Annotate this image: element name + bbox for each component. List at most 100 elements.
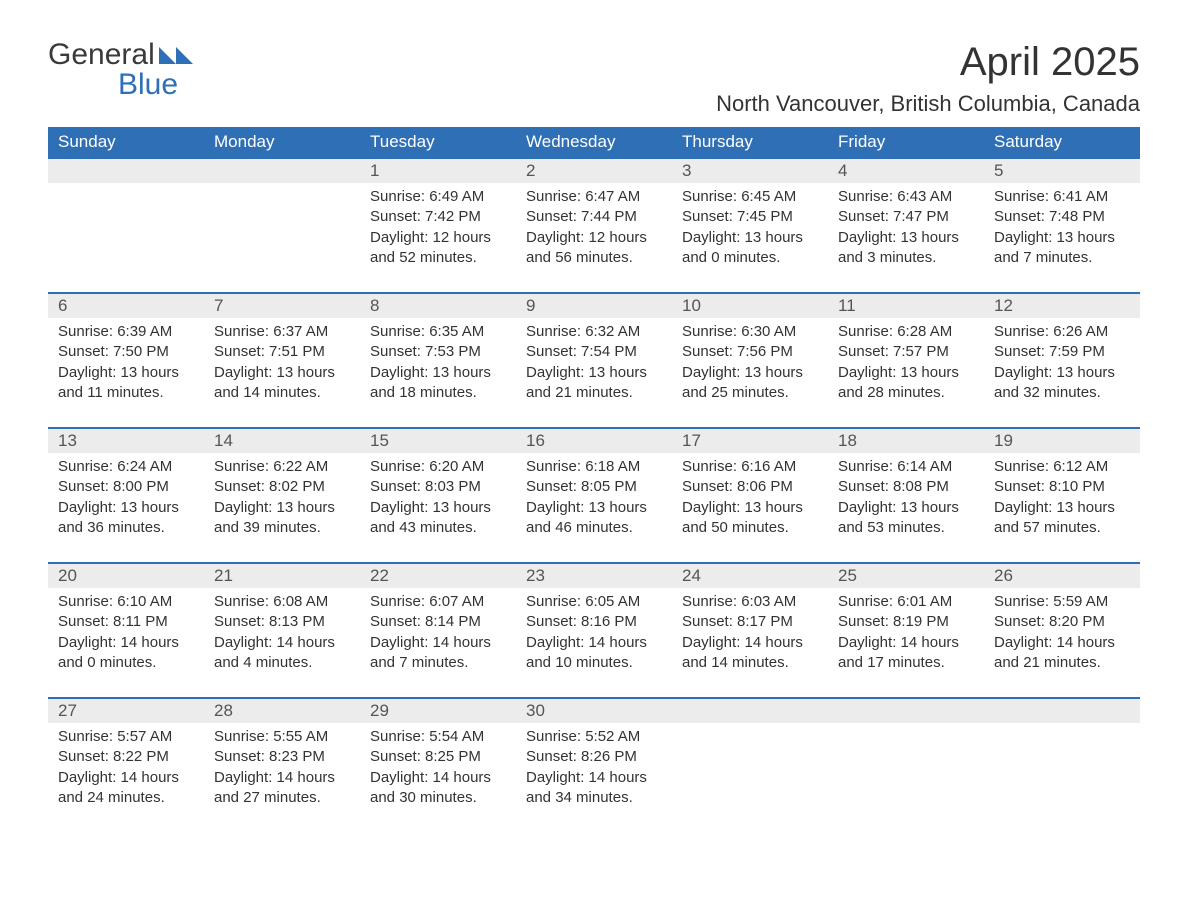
- day-day1: Daylight: 14 hours: [370, 768, 506, 788]
- day-sunset: Sunset: 8:16 PM: [526, 612, 662, 632]
- day-sunset: Sunset: 8:10 PM: [994, 477, 1130, 497]
- day-sunset: Sunset: 7:44 PM: [526, 207, 662, 227]
- day-sunrise: Sunrise: 6:28 AM: [838, 322, 974, 342]
- page-title: April 2025: [716, 40, 1140, 85]
- day-sunrise: Sunrise: 6:16 AM: [682, 457, 818, 477]
- day-data-cell: Sunrise: 6:10 AMSunset: 8:11 PMDaylight:…: [48, 588, 204, 698]
- day-day2: and 32 minutes.: [994, 383, 1130, 403]
- day-day2: and 3 minutes.: [838, 248, 974, 268]
- day-sunset: Sunset: 8:13 PM: [214, 612, 350, 632]
- day-day2: and 52 minutes.: [370, 248, 506, 268]
- weekday-header: Friday: [828, 127, 984, 158]
- day-number-cell: 10: [672, 293, 828, 318]
- day-day1: Daylight: 14 hours: [682, 633, 818, 653]
- day-data-cell: [204, 183, 360, 293]
- day-data-cell: [48, 183, 204, 293]
- day-sunrise: Sunrise: 6:08 AM: [214, 592, 350, 612]
- day-day1: Daylight: 13 hours: [838, 228, 974, 248]
- day-sunrise: Sunrise: 6:20 AM: [370, 457, 506, 477]
- day-day2: and 11 minutes.: [58, 383, 194, 403]
- day-number-cell: 13: [48, 428, 204, 453]
- day-number-cell: 4: [828, 158, 984, 183]
- day-number-cell: 12: [984, 293, 1140, 318]
- data-row: Sunrise: 5:57 AMSunset: 8:22 PMDaylight:…: [48, 723, 1140, 833]
- logo: General Blue: [48, 40, 193, 100]
- day-day1: Daylight: 13 hours: [994, 228, 1130, 248]
- day-day1: Daylight: 14 hours: [838, 633, 974, 653]
- day-sunset: Sunset: 8:02 PM: [214, 477, 350, 497]
- day-sunset: Sunset: 8:23 PM: [214, 747, 350, 767]
- day-day2: and 0 minutes.: [682, 248, 818, 268]
- day-sunset: Sunset: 8:14 PM: [370, 612, 506, 632]
- day-sunrise: Sunrise: 6:26 AM: [994, 322, 1130, 342]
- day-sunrise: Sunrise: 6:35 AM: [370, 322, 506, 342]
- day-day2: and 4 minutes.: [214, 653, 350, 673]
- day-number-cell: 9: [516, 293, 672, 318]
- day-data-cell: Sunrise: 6:43 AMSunset: 7:47 PMDaylight:…: [828, 183, 984, 293]
- day-sunrise: Sunrise: 6:05 AM: [526, 592, 662, 612]
- day-day2: and 30 minutes.: [370, 788, 506, 808]
- day-day2: and 25 minutes.: [682, 383, 818, 403]
- day-day2: and 21 minutes.: [526, 383, 662, 403]
- day-data-cell: [672, 723, 828, 833]
- day-number-cell: [828, 698, 984, 723]
- day-sunrise: Sunrise: 6:39 AM: [58, 322, 194, 342]
- day-data-cell: Sunrise: 6:12 AMSunset: 8:10 PMDaylight:…: [984, 453, 1140, 563]
- day-data-cell: Sunrise: 6:24 AMSunset: 8:00 PMDaylight:…: [48, 453, 204, 563]
- day-day2: and 28 minutes.: [838, 383, 974, 403]
- day-number-cell: [204, 158, 360, 183]
- day-day1: Daylight: 14 hours: [526, 768, 662, 788]
- day-sunrise: Sunrise: 6:49 AM: [370, 187, 506, 207]
- day-day2: and 0 minutes.: [58, 653, 194, 673]
- day-sunset: Sunset: 8:06 PM: [682, 477, 818, 497]
- day-number-cell: 11: [828, 293, 984, 318]
- day-number-cell: 2: [516, 158, 672, 183]
- day-sunset: Sunset: 8:05 PM: [526, 477, 662, 497]
- day-day1: Daylight: 13 hours: [838, 498, 974, 518]
- day-sunset: Sunset: 8:17 PM: [682, 612, 818, 632]
- day-day1: Daylight: 12 hours: [526, 228, 662, 248]
- day-day2: and 43 minutes.: [370, 518, 506, 538]
- day-sunset: Sunset: 8:08 PM: [838, 477, 974, 497]
- day-data-cell: Sunrise: 6:20 AMSunset: 8:03 PMDaylight:…: [360, 453, 516, 563]
- day-number-cell: 17: [672, 428, 828, 453]
- day-data-cell: Sunrise: 6:01 AMSunset: 8:19 PMDaylight:…: [828, 588, 984, 698]
- day-sunrise: Sunrise: 6:22 AM: [214, 457, 350, 477]
- day-number-cell: 1: [360, 158, 516, 183]
- day-sunset: Sunset: 7:51 PM: [214, 342, 350, 362]
- day-sunrise: Sunrise: 5:55 AM: [214, 727, 350, 747]
- day-day2: and 14 minutes.: [682, 653, 818, 673]
- day-number-cell: 29: [360, 698, 516, 723]
- data-row: Sunrise: 6:10 AMSunset: 8:11 PMDaylight:…: [48, 588, 1140, 698]
- day-number-cell: 20: [48, 563, 204, 588]
- day-number-cell: 23: [516, 563, 672, 588]
- day-day2: and 21 minutes.: [994, 653, 1130, 673]
- day-day2: and 53 minutes.: [838, 518, 974, 538]
- day-data-cell: Sunrise: 6:49 AMSunset: 7:42 PMDaylight:…: [360, 183, 516, 293]
- weekday-header: Tuesday: [360, 127, 516, 158]
- day-sunrise: Sunrise: 6:01 AM: [838, 592, 974, 612]
- day-data-cell: Sunrise: 6:14 AMSunset: 8:08 PMDaylight:…: [828, 453, 984, 563]
- header: General Blue April 2025 North Vancouver,…: [48, 40, 1140, 117]
- day-sunset: Sunset: 8:19 PM: [838, 612, 974, 632]
- day-data-cell: Sunrise: 5:59 AMSunset: 8:20 PMDaylight:…: [984, 588, 1140, 698]
- day-day1: Daylight: 12 hours: [370, 228, 506, 248]
- title-block: April 2025 North Vancouver, British Colu…: [716, 40, 1140, 117]
- day-sunset: Sunset: 7:56 PM: [682, 342, 818, 362]
- weekday-header: Thursday: [672, 127, 828, 158]
- day-data-cell: Sunrise: 6:32 AMSunset: 7:54 PMDaylight:…: [516, 318, 672, 428]
- day-sunset: Sunset: 8:25 PM: [370, 747, 506, 767]
- day-number-cell: [984, 698, 1140, 723]
- day-sunset: Sunset: 8:22 PM: [58, 747, 194, 767]
- day-data-cell: Sunrise: 6:41 AMSunset: 7:48 PMDaylight:…: [984, 183, 1140, 293]
- day-data-cell: Sunrise: 6:22 AMSunset: 8:02 PMDaylight:…: [204, 453, 360, 563]
- day-day2: and 24 minutes.: [58, 788, 194, 808]
- day-sunset: Sunset: 8:00 PM: [58, 477, 194, 497]
- day-data-cell: Sunrise: 6:05 AMSunset: 8:16 PMDaylight:…: [516, 588, 672, 698]
- daynum-row: 13141516171819: [48, 428, 1140, 453]
- day-day2: and 39 minutes.: [214, 518, 350, 538]
- day-number-cell: 5: [984, 158, 1140, 183]
- day-sunrise: Sunrise: 6:03 AM: [682, 592, 818, 612]
- weekday-header: Wednesday: [516, 127, 672, 158]
- day-day2: and 7 minutes.: [994, 248, 1130, 268]
